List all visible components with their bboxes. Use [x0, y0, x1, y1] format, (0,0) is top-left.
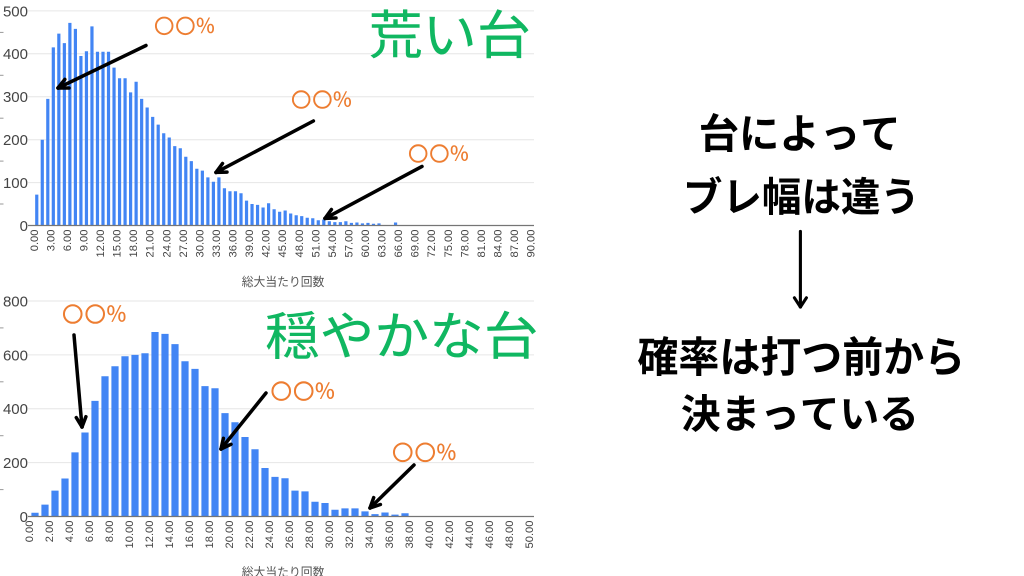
svg-text:6.00: 6.00: [84, 521, 96, 543]
svg-text:0.00: 0.00: [29, 230, 41, 252]
svg-text:69.00: 69.00: [410, 230, 422, 258]
svg-text:9.00: 9.00: [79, 230, 91, 252]
svg-text:57.00: 57.00: [343, 230, 355, 258]
svg-text:30.00: 30.00: [324, 521, 336, 549]
svg-text:63.00: 63.00: [377, 230, 389, 258]
svg-text:12.00: 12.00: [144, 521, 156, 549]
svg-text:3.00: 3.00: [45, 230, 57, 252]
svg-text:22.00: 22.00: [244, 521, 256, 549]
svg-text:6.00: 6.00: [62, 230, 74, 252]
svg-text:36.00: 36.00: [228, 230, 240, 258]
svg-text:72.00: 72.00: [426, 230, 438, 258]
svg-text:28.00: 28.00: [304, 521, 316, 549]
svg-text:46.00: 46.00: [484, 521, 496, 549]
svg-text:100: 100: [3, 175, 28, 192]
svg-text:84.00: 84.00: [493, 230, 505, 258]
svg-text:39.00: 39.00: [244, 230, 256, 258]
svg-text:500: 500: [3, 3, 28, 20]
svg-text:200: 200: [3, 132, 28, 149]
svg-text:18.00: 18.00: [204, 521, 216, 549]
svg-text:10.00: 10.00: [124, 521, 136, 549]
svg-text:0: 0: [20, 509, 28, 526]
svg-text:51.00: 51.00: [310, 230, 322, 258]
svg-text:0.00: 0.00: [24, 521, 36, 543]
svg-text:12.00: 12.00: [95, 230, 107, 258]
svg-text:66.00: 66.00: [393, 230, 405, 258]
svg-text:38.00: 38.00: [404, 521, 416, 549]
svg-text:15.00: 15.00: [112, 230, 124, 258]
svg-text:50.00: 50.00: [524, 521, 536, 549]
svg-text:45.00: 45.00: [277, 230, 289, 258]
svg-text:21.00: 21.00: [145, 230, 157, 258]
svg-text:24.00: 24.00: [264, 521, 276, 549]
svg-text:20.00: 20.00: [224, 521, 236, 549]
svg-text:48.00: 48.00: [294, 230, 306, 258]
svg-text:300: 300: [3, 89, 28, 106]
svg-text:75.00: 75.00: [443, 230, 455, 258]
svg-text:42.00: 42.00: [261, 230, 273, 258]
svg-text:90.00: 90.00: [526, 230, 538, 258]
svg-text:26.00: 26.00: [284, 521, 296, 549]
svg-text:2.00: 2.00: [44, 521, 56, 543]
svg-text:81.00: 81.00: [476, 230, 488, 258]
svg-text:0: 0: [20, 218, 28, 235]
svg-text:30.00: 30.00: [194, 230, 206, 258]
svg-text:42.00: 42.00: [444, 521, 456, 549]
svg-text:600: 600: [3, 347, 28, 364]
svg-text:16.00: 16.00: [184, 521, 196, 549]
svg-text:54.00: 54.00: [327, 230, 339, 258]
svg-text:40.00: 40.00: [424, 521, 436, 549]
svg-text:87.00: 87.00: [509, 230, 521, 258]
svg-text:48.00: 48.00: [504, 521, 516, 549]
svg-text:14.00: 14.00: [164, 521, 176, 549]
svg-text:44.00: 44.00: [464, 521, 476, 549]
svg-text:8.00: 8.00: [104, 521, 116, 543]
svg-text:800: 800: [3, 293, 28, 310]
svg-text:18.00: 18.00: [128, 230, 140, 258]
svg-text:34.00: 34.00: [364, 521, 376, 549]
svg-text:400: 400: [3, 401, 28, 418]
svg-text:33.00: 33.00: [211, 230, 223, 258]
svg-text:24.00: 24.00: [161, 230, 173, 258]
svg-text:27.00: 27.00: [178, 230, 190, 258]
svg-text:200: 200: [3, 455, 28, 472]
svg-text:36.00: 36.00: [384, 521, 396, 549]
svg-text:78.00: 78.00: [459, 230, 471, 258]
svg-text:400: 400: [3, 46, 28, 63]
svg-text:4.00: 4.00: [64, 521, 76, 543]
svg-text:60.00: 60.00: [360, 230, 372, 258]
svg-text:32.00: 32.00: [344, 521, 356, 549]
